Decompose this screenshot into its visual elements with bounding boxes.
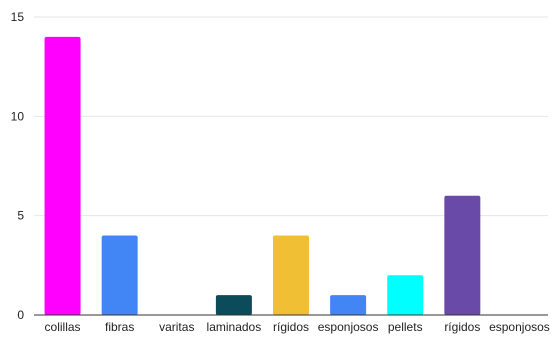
- bar-7: [444, 195, 481, 315]
- y-tick-label: 10: [11, 109, 25, 123]
- bar-1: [101, 235, 138, 315]
- x-tick-label: laminados: [207, 320, 262, 334]
- y-tick-label: 15: [11, 10, 25, 24]
- x-tick-label: varitas: [159, 320, 194, 334]
- x-tick-label: esponjosos: [489, 320, 550, 334]
- x-tick-label: esponjosos: [318, 320, 379, 334]
- x-tick-label: colillas: [45, 320, 81, 334]
- y-tick-label: 5: [17, 209, 24, 223]
- y-tick-label: 0: [17, 308, 24, 322]
- bar-3: [215, 295, 252, 315]
- x-tick-label: pellets: [388, 320, 423, 334]
- x-axis: colillas fibras varitas laminados rígidos esp…: [34, 314, 550, 334]
- bar-0: [44, 36, 81, 315]
- bars: [44, 36, 481, 315]
- bar-6: [387, 275, 424, 315]
- y-axis: 0 5 10 15: [11, 10, 25, 322]
- bar-5: [330, 295, 367, 315]
- bar-4: [273, 235, 309, 315]
- x-tick-label: rígidos: [273, 320, 309, 334]
- x-tick-label: rígidos: [444, 320, 480, 334]
- gridlines: [34, 16, 548, 217]
- x-tick-label: fibras: [105, 320, 134, 334]
